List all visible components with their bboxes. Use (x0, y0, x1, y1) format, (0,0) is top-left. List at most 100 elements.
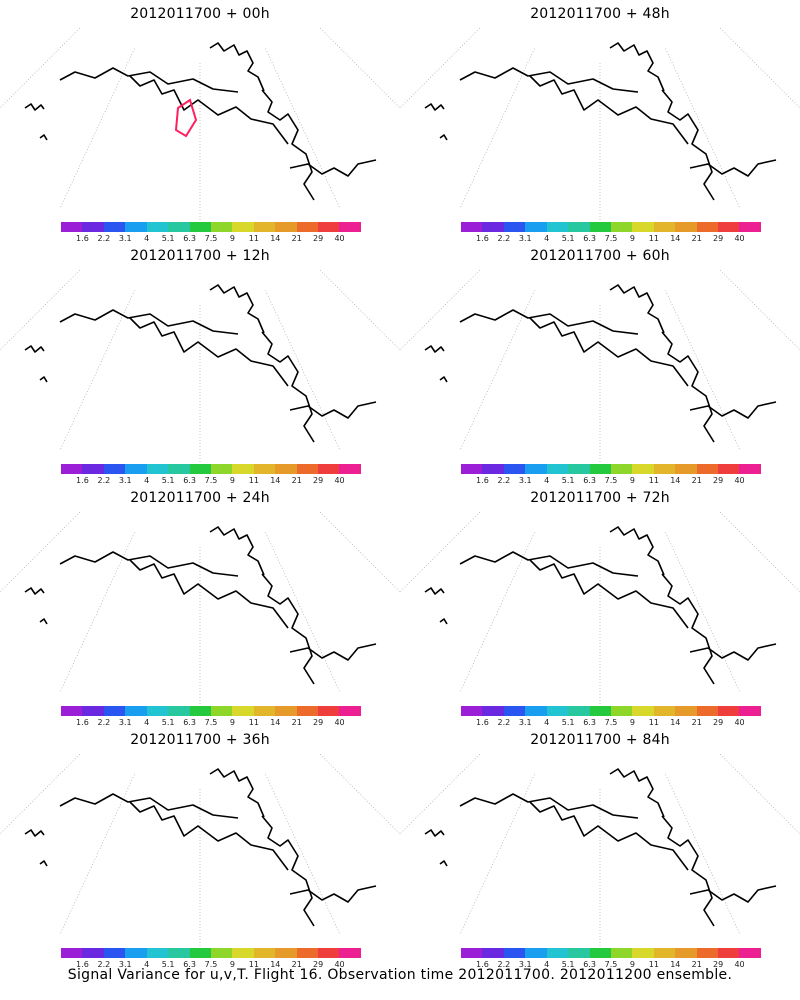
colorbar-swatch (82, 948, 104, 958)
map-plot (0, 28, 400, 220)
coastlines (424, 284, 777, 443)
variance-core (555, 109, 625, 148)
longitude-line (460, 774, 535, 934)
map-domain-outline (0, 28, 400, 63)
variance-core (653, 529, 697, 547)
colorbar-tick-label: 4 (144, 718, 150, 727)
longitude-line (665, 290, 740, 450)
colorbar-swatch (318, 464, 340, 474)
longitude-line (665, 774, 740, 934)
variance-contour (470, 512, 725, 547)
variance-core (655, 770, 705, 789)
longitude-line (0, 754, 81, 835)
colorbar-swatch (653, 222, 676, 232)
colorbar-swatch (146, 222, 169, 232)
map-plot (400, 754, 800, 946)
coastline (661, 331, 715, 443)
colorbar-swatch (168, 706, 190, 716)
colorbar-swatch (653, 464, 676, 474)
colorbar-swatch (696, 222, 719, 232)
coastline (661, 815, 715, 927)
coastline (689, 885, 777, 903)
colorbar-swatch (103, 222, 126, 232)
colorbar-swatch (253, 948, 276, 958)
coastline (261, 89, 315, 201)
colorbar-swatch (589, 222, 611, 232)
variance-field (100, 277, 259, 305)
map-panel: 2012011700 + 84h 1.6 2.2 3.1 4 5.1 6.3 7.5 9 11 14… (400, 726, 800, 971)
coastline (424, 829, 448, 867)
variance-core (530, 543, 690, 547)
colorbar-tick-label: 3.1 (518, 718, 532, 727)
colorbar-swatch (275, 706, 297, 716)
coastline (129, 559, 289, 629)
colorbar-swatch (146, 464, 169, 474)
colorbar-swatch (275, 222, 297, 232)
colorbar-tick-label: 29 (713, 234, 724, 243)
colorbar-tick-label: 1.6 (476, 718, 489, 727)
map-panel: 2012011700 + 72h 1.6 2.2 3.1 4 5.1 6.3 7.5 9 11 14… (400, 484, 800, 729)
longitude-line (665, 532, 740, 692)
longitude-line (400, 270, 481, 351)
colorbar-tick-label: 3.1 (518, 476, 532, 485)
colorbar-swatch (82, 706, 104, 716)
coastline (689, 643, 777, 661)
latitude-line (400, 270, 800, 295)
colorbar-tick-label: 9 (229, 476, 235, 485)
colorbar-swatch (546, 222, 569, 232)
colorbar-swatch (696, 464, 719, 474)
colorbar-tick-label: 21 (291, 718, 302, 727)
colorbar-tick-label: 6.3 (183, 718, 196, 727)
colorbar-tick-label: 4 (544, 718, 550, 727)
coastline (459, 793, 639, 819)
variance-core (540, 806, 660, 872)
coastlines (424, 42, 777, 201)
colorbar-swatch (210, 222, 233, 232)
colorbar-tick-label: 3.1 (118, 234, 132, 243)
longitude-line (400, 512, 481, 593)
longitude-line (460, 48, 535, 208)
variance-contour (468, 754, 725, 789)
coastline (424, 103, 448, 141)
colorbar-swatch (589, 706, 611, 716)
coastline (609, 526, 665, 576)
colorbar-tick-label: 40 (334, 718, 345, 727)
longitude-line (265, 774, 340, 934)
map-panel: 2012011700 + 48h 1.6 2.2 3.1 4 5.1 6.3 7.5 9 11 14… (400, 0, 800, 245)
colorbar-swatch (125, 222, 147, 232)
longitude-line (0, 270, 81, 351)
colorbar-tick-label: 2.2 (97, 718, 111, 727)
latitude-line (0, 28, 400, 36)
colorbar (461, 222, 761, 232)
colorbar-swatch (318, 222, 340, 232)
colorbar-tick-label: 4 (544, 234, 550, 243)
colorbar-tick-label: 2.2 (497, 718, 511, 727)
colorbar-swatch (718, 706, 740, 716)
coastline (129, 801, 289, 871)
latitude-line (400, 512, 800, 537)
coastline (459, 309, 639, 335)
colorbar-tick-label: 40 (334, 476, 345, 485)
colorbar-tick-label: 29 (313, 718, 324, 727)
variance-contour (477, 281, 691, 305)
colorbar-swatch (275, 464, 297, 474)
coastline (59, 309, 239, 335)
colorbar-tick-label: 6.3 (583, 234, 596, 243)
colorbar-tick-label: 2.2 (497, 960, 511, 969)
panel-title: 2012011700 + 60h (530, 248, 670, 264)
colorbar-tick-label: 40 (734, 960, 745, 969)
colorbar-tick-label: 29 (713, 476, 724, 485)
colorbar-tick-label: 11 (648, 960, 659, 969)
latitude-line (400, 270, 800, 278)
longitude-line (719, 28, 800, 109)
colorbar-swatch (675, 948, 697, 958)
coastline (529, 75, 689, 145)
latitude-line (400, 28, 800, 53)
variance-core (190, 601, 230, 623)
coastline (129, 317, 289, 387)
colorbar-tick-label: 5.1 (161, 234, 175, 243)
longitude-line (460, 532, 535, 692)
colorbar-tick-label: 11 (248, 234, 259, 243)
colorbar-tick-label: 21 (691, 234, 702, 243)
variance-contour (109, 527, 261, 547)
